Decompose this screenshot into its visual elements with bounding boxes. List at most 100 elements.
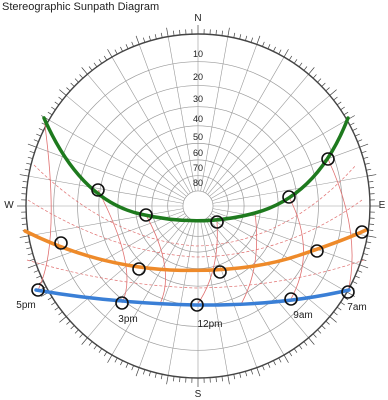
rim-tick xyxy=(47,296,53,301)
rim-tick xyxy=(357,139,363,142)
hour-label-12pm: 12pm xyxy=(197,319,222,330)
altitude-label: 80 xyxy=(193,178,203,188)
hour-marker xyxy=(213,265,227,279)
rim-tick xyxy=(26,162,32,165)
declination-curve xyxy=(26,259,365,289)
rim-tick xyxy=(317,329,322,334)
rim-tick xyxy=(21,223,27,225)
rim-tick xyxy=(93,62,98,68)
east-label: E xyxy=(379,200,386,211)
hour-label-5pm: 5pm xyxy=(16,300,35,311)
hour-line xyxy=(196,221,218,306)
rim-tick xyxy=(312,74,317,79)
azimuth-line xyxy=(66,95,187,197)
rim-tick xyxy=(215,377,217,383)
rim-tick xyxy=(352,281,358,284)
rim-tick xyxy=(148,35,151,41)
rim-tick xyxy=(114,49,118,55)
rim-tick xyxy=(250,37,254,43)
azimuth-line xyxy=(200,220,229,376)
rim-tick xyxy=(336,306,342,311)
rim-tick xyxy=(278,357,282,363)
rim-tick xyxy=(256,35,261,45)
altitude-azimuth-grid xyxy=(17,25,379,387)
winter-sun-path xyxy=(34,288,351,307)
azimuth-line xyxy=(210,119,348,199)
rim-tick xyxy=(19,174,29,177)
rim-tick xyxy=(298,62,303,68)
hour-marker xyxy=(115,296,129,310)
altitude-label: 40 xyxy=(193,114,203,124)
rim-tick xyxy=(239,372,242,378)
rim-tick xyxy=(36,275,42,279)
rim-tick xyxy=(329,316,337,323)
azimuth-line xyxy=(202,44,258,192)
rim-tick xyxy=(154,372,157,378)
rim-tick xyxy=(312,333,317,338)
rim-tick xyxy=(340,106,345,111)
rim-tick xyxy=(33,139,39,142)
azimuth-line xyxy=(167,220,196,376)
rim-tick xyxy=(262,365,265,371)
azimuth-line xyxy=(209,95,330,197)
rim-tick xyxy=(267,362,271,368)
altitude-label: 30 xyxy=(193,94,203,104)
rim-tick xyxy=(36,133,42,137)
rim-tick xyxy=(367,235,377,238)
rim-tick xyxy=(27,143,37,148)
rim-tick xyxy=(70,82,75,87)
hour-marker xyxy=(139,208,153,222)
rim-tick xyxy=(107,354,113,363)
rim-tick xyxy=(166,27,169,37)
rim-tick xyxy=(29,258,35,262)
rim-tick xyxy=(325,87,330,92)
azimuth-line xyxy=(111,218,191,356)
rim-tick xyxy=(368,181,374,183)
rim-tick xyxy=(21,187,27,189)
rim-tick xyxy=(54,306,60,311)
rim-tick xyxy=(333,311,338,316)
rim-tick xyxy=(308,337,315,345)
rim-tick xyxy=(135,367,140,377)
rim-tick xyxy=(125,362,129,368)
rim-tick xyxy=(303,66,308,71)
rim-tick xyxy=(81,337,88,345)
rim-tick xyxy=(142,37,146,43)
rim-tick xyxy=(303,341,308,346)
rim-tick xyxy=(103,55,108,61)
hour-marker xyxy=(31,283,45,297)
rim-tick xyxy=(352,128,358,131)
rim-tick xyxy=(26,247,32,250)
rim-tick xyxy=(125,44,129,50)
rim-tick xyxy=(107,49,113,58)
rim-tick xyxy=(321,325,326,330)
rim-tick xyxy=(93,344,98,350)
rim-tick xyxy=(368,229,374,231)
hour-label-3pm: 3pm xyxy=(118,314,137,325)
azimuth-line xyxy=(200,36,229,192)
rim-tick xyxy=(293,59,298,64)
rim-tick xyxy=(366,241,372,244)
rim-tick xyxy=(343,111,349,116)
rim-tick xyxy=(98,348,103,353)
rim-tick xyxy=(29,150,35,154)
rim-tick xyxy=(283,354,289,363)
rim-tick xyxy=(227,27,230,37)
hour-line xyxy=(37,117,52,291)
rim-tick xyxy=(38,128,44,131)
hour-marker xyxy=(210,215,224,229)
rim-tick xyxy=(27,264,37,269)
diagram-title: Stereographic Sunpath Diagram xyxy=(2,1,160,13)
rim-tick xyxy=(173,30,175,36)
azimuth-line xyxy=(212,175,368,204)
hour-marker xyxy=(284,292,298,306)
rim-tick xyxy=(51,301,56,306)
hour-lines xyxy=(26,117,365,307)
rim-tick xyxy=(142,369,146,375)
rim-tick xyxy=(283,49,289,58)
rim-tick xyxy=(278,49,282,55)
hour-label-7am: 7am xyxy=(347,302,366,313)
rim-tick xyxy=(66,320,71,325)
azimuth-line xyxy=(209,215,330,317)
hour-marker xyxy=(132,262,146,276)
